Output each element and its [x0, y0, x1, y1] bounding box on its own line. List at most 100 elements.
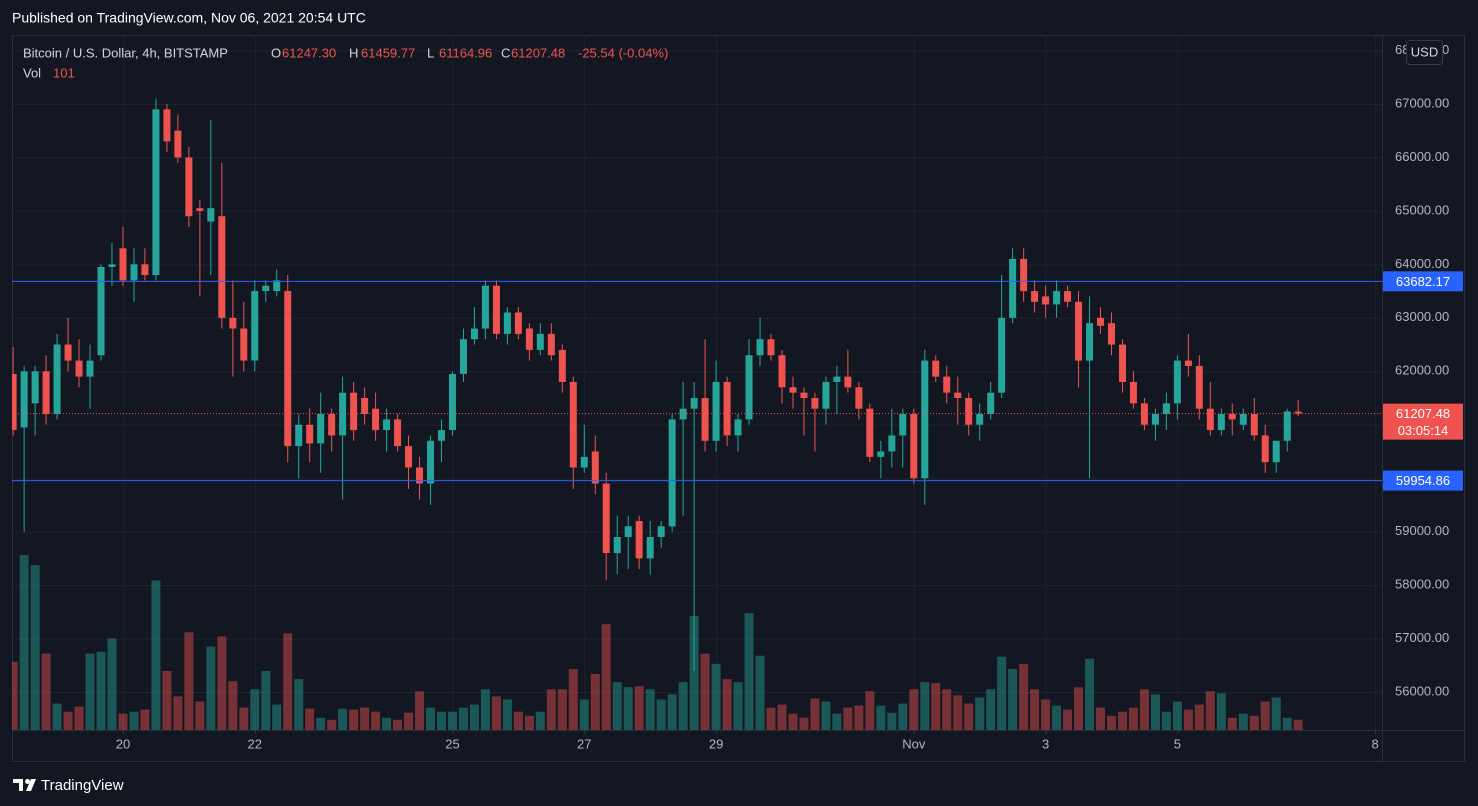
volume-bar [656, 699, 666, 730]
x-tick-label: 27 [577, 736, 591, 751]
x-tick-label: 5 [1174, 736, 1181, 751]
candle-body [602, 483, 610, 554]
volume-bar [107, 638, 117, 730]
candle-body [976, 414, 984, 425]
volume-bar [623, 687, 633, 730]
candle-body [459, 339, 467, 374]
volume-bar [854, 705, 864, 730]
candle-body [42, 371, 50, 415]
candle-body [163, 109, 171, 142]
volume-bar [678, 682, 688, 730]
candle-body [328, 414, 336, 436]
candle-body [1184, 360, 1192, 366]
currency-button[interactable] [1406, 40, 1443, 65]
logo-mark [13, 779, 23, 791]
volume-bar [755, 655, 765, 730]
legend-open-label: O [271, 45, 281, 60]
y-tick-label: 64000.00 [1395, 256, 1449, 271]
volume-bar [634, 686, 644, 730]
volume-bar [821, 701, 831, 730]
candle-body [64, 344, 72, 361]
candle-body [591, 451, 599, 484]
candle-body [855, 387, 863, 409]
volume-bar [261, 670, 271, 730]
volume-bar [799, 717, 809, 730]
volume-bar [436, 711, 446, 730]
candle-body [1206, 408, 1214, 431]
candle-body [866, 408, 874, 457]
currency-label[interactable]: USD [1411, 44, 1438, 59]
candle-body [1042, 296, 1050, 305]
volume-bar [931, 683, 941, 730]
candle-body [569, 381, 577, 468]
candle-body [1173, 360, 1181, 404]
candle-body [405, 446, 413, 468]
volume-bar [733, 682, 743, 730]
volume-bar [689, 616, 699, 730]
candle-body [372, 408, 380, 431]
volume-bar [1052, 705, 1062, 730]
volume-bar [1063, 709, 1073, 730]
y-tick-label: 59000.00 [1395, 523, 1449, 538]
volume-bar [942, 689, 952, 730]
volume-bar [1194, 704, 1204, 730]
candle-body [383, 419, 391, 431]
level-label: 63682.17 [1396, 274, 1450, 289]
y-tick-label: 66000.00 [1395, 149, 1449, 164]
volume-bar [1183, 709, 1193, 730]
published-note: Published on TradingView.com, Nov 06, 20… [12, 10, 366, 26]
candle-body [448, 373, 456, 431]
legend-volume: 101 [53, 65, 75, 80]
volume-bar [140, 709, 150, 730]
candle-body [196, 208, 204, 211]
legend-low: 61164.96 [439, 45, 492, 60]
volume-bar [590, 674, 600, 730]
volume-bar [96, 651, 106, 730]
volume-bar [832, 713, 842, 730]
candle-body [558, 349, 566, 382]
volume-bar [206, 646, 216, 730]
x-tick-label: Nov [902, 736, 926, 751]
candle-body [20, 371, 28, 428]
candle-body [690, 398, 698, 409]
volume-bar [898, 703, 908, 730]
volume-bar [579, 699, 589, 730]
volume-bar [1139, 689, 1149, 730]
candle-body [1020, 259, 1028, 292]
candle-body [701, 398, 709, 441]
volume-bar [865, 691, 875, 730]
candle-body [284, 291, 292, 447]
candle-body [778, 355, 786, 388]
volume-bar [118, 713, 128, 730]
x-tick-label: 25 [445, 736, 459, 751]
volume-bar [338, 708, 348, 730]
candle-body [789, 387, 797, 393]
volume-bar [612, 682, 622, 730]
ohlc-legend: O 61247.30 H 61459.77 L 61164.96 C 61207.48 -25.… [23, 45, 668, 80]
candle-body [240, 328, 248, 361]
volume-bar [12, 661, 18, 730]
candle-body [767, 339, 775, 356]
candle-body [723, 381, 731, 436]
volume-bar [1216, 693, 1226, 730]
candle-body [350, 392, 358, 431]
volume-bar [601, 624, 611, 730]
candle-body [822, 381, 830, 409]
volume-bar [1249, 715, 1259, 730]
candle-body [1140, 403, 1148, 425]
candle-body [646, 537, 654, 559]
candle-body [295, 424, 303, 447]
candle-body [635, 520, 643, 559]
volume-bar [162, 670, 172, 730]
volume-bar [546, 689, 556, 730]
y-tick-label: 57000.00 [1395, 630, 1449, 645]
last-price-label: 61207.48 [1396, 406, 1450, 421]
y-tick-label: 67000.00 [1395, 95, 1449, 110]
candle-body [877, 451, 885, 457]
last-price-box [1383, 403, 1463, 440]
volume-bar [30, 565, 40, 730]
candle-body [229, 317, 237, 329]
volume-bar [876, 705, 886, 730]
volume-bar [404, 712, 414, 730]
